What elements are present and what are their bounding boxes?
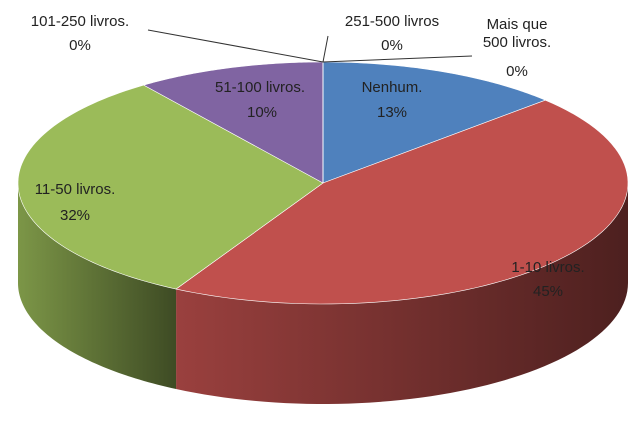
data-label: 101-250 livros. xyxy=(30,13,130,30)
data-label: 10% xyxy=(246,104,278,121)
data-label: Mais que 500 livros. xyxy=(482,16,552,51)
data-label: 1-10 livros. xyxy=(511,259,585,276)
slice-side xyxy=(18,183,177,390)
slice xyxy=(322,61,547,184)
data-label: 251-500 livros xyxy=(344,13,440,30)
data-label: 0% xyxy=(69,37,91,54)
data-label: 32% xyxy=(59,207,91,224)
slice xyxy=(142,61,324,184)
leader-line xyxy=(322,35,329,63)
leader-line xyxy=(322,55,473,63)
leader-line xyxy=(147,29,324,63)
data-label: 0% xyxy=(381,37,403,54)
data-label: Nenhum. xyxy=(361,79,423,96)
data-label: 11-50 livros. xyxy=(34,181,116,198)
data-label: 51-100 livros. xyxy=(214,79,306,96)
slice xyxy=(17,84,324,290)
slice-side xyxy=(176,183,628,404)
data-label: 45% xyxy=(532,283,564,300)
data-label: 13% xyxy=(376,104,408,121)
data-label: 0% xyxy=(506,63,528,80)
slice xyxy=(175,99,629,305)
